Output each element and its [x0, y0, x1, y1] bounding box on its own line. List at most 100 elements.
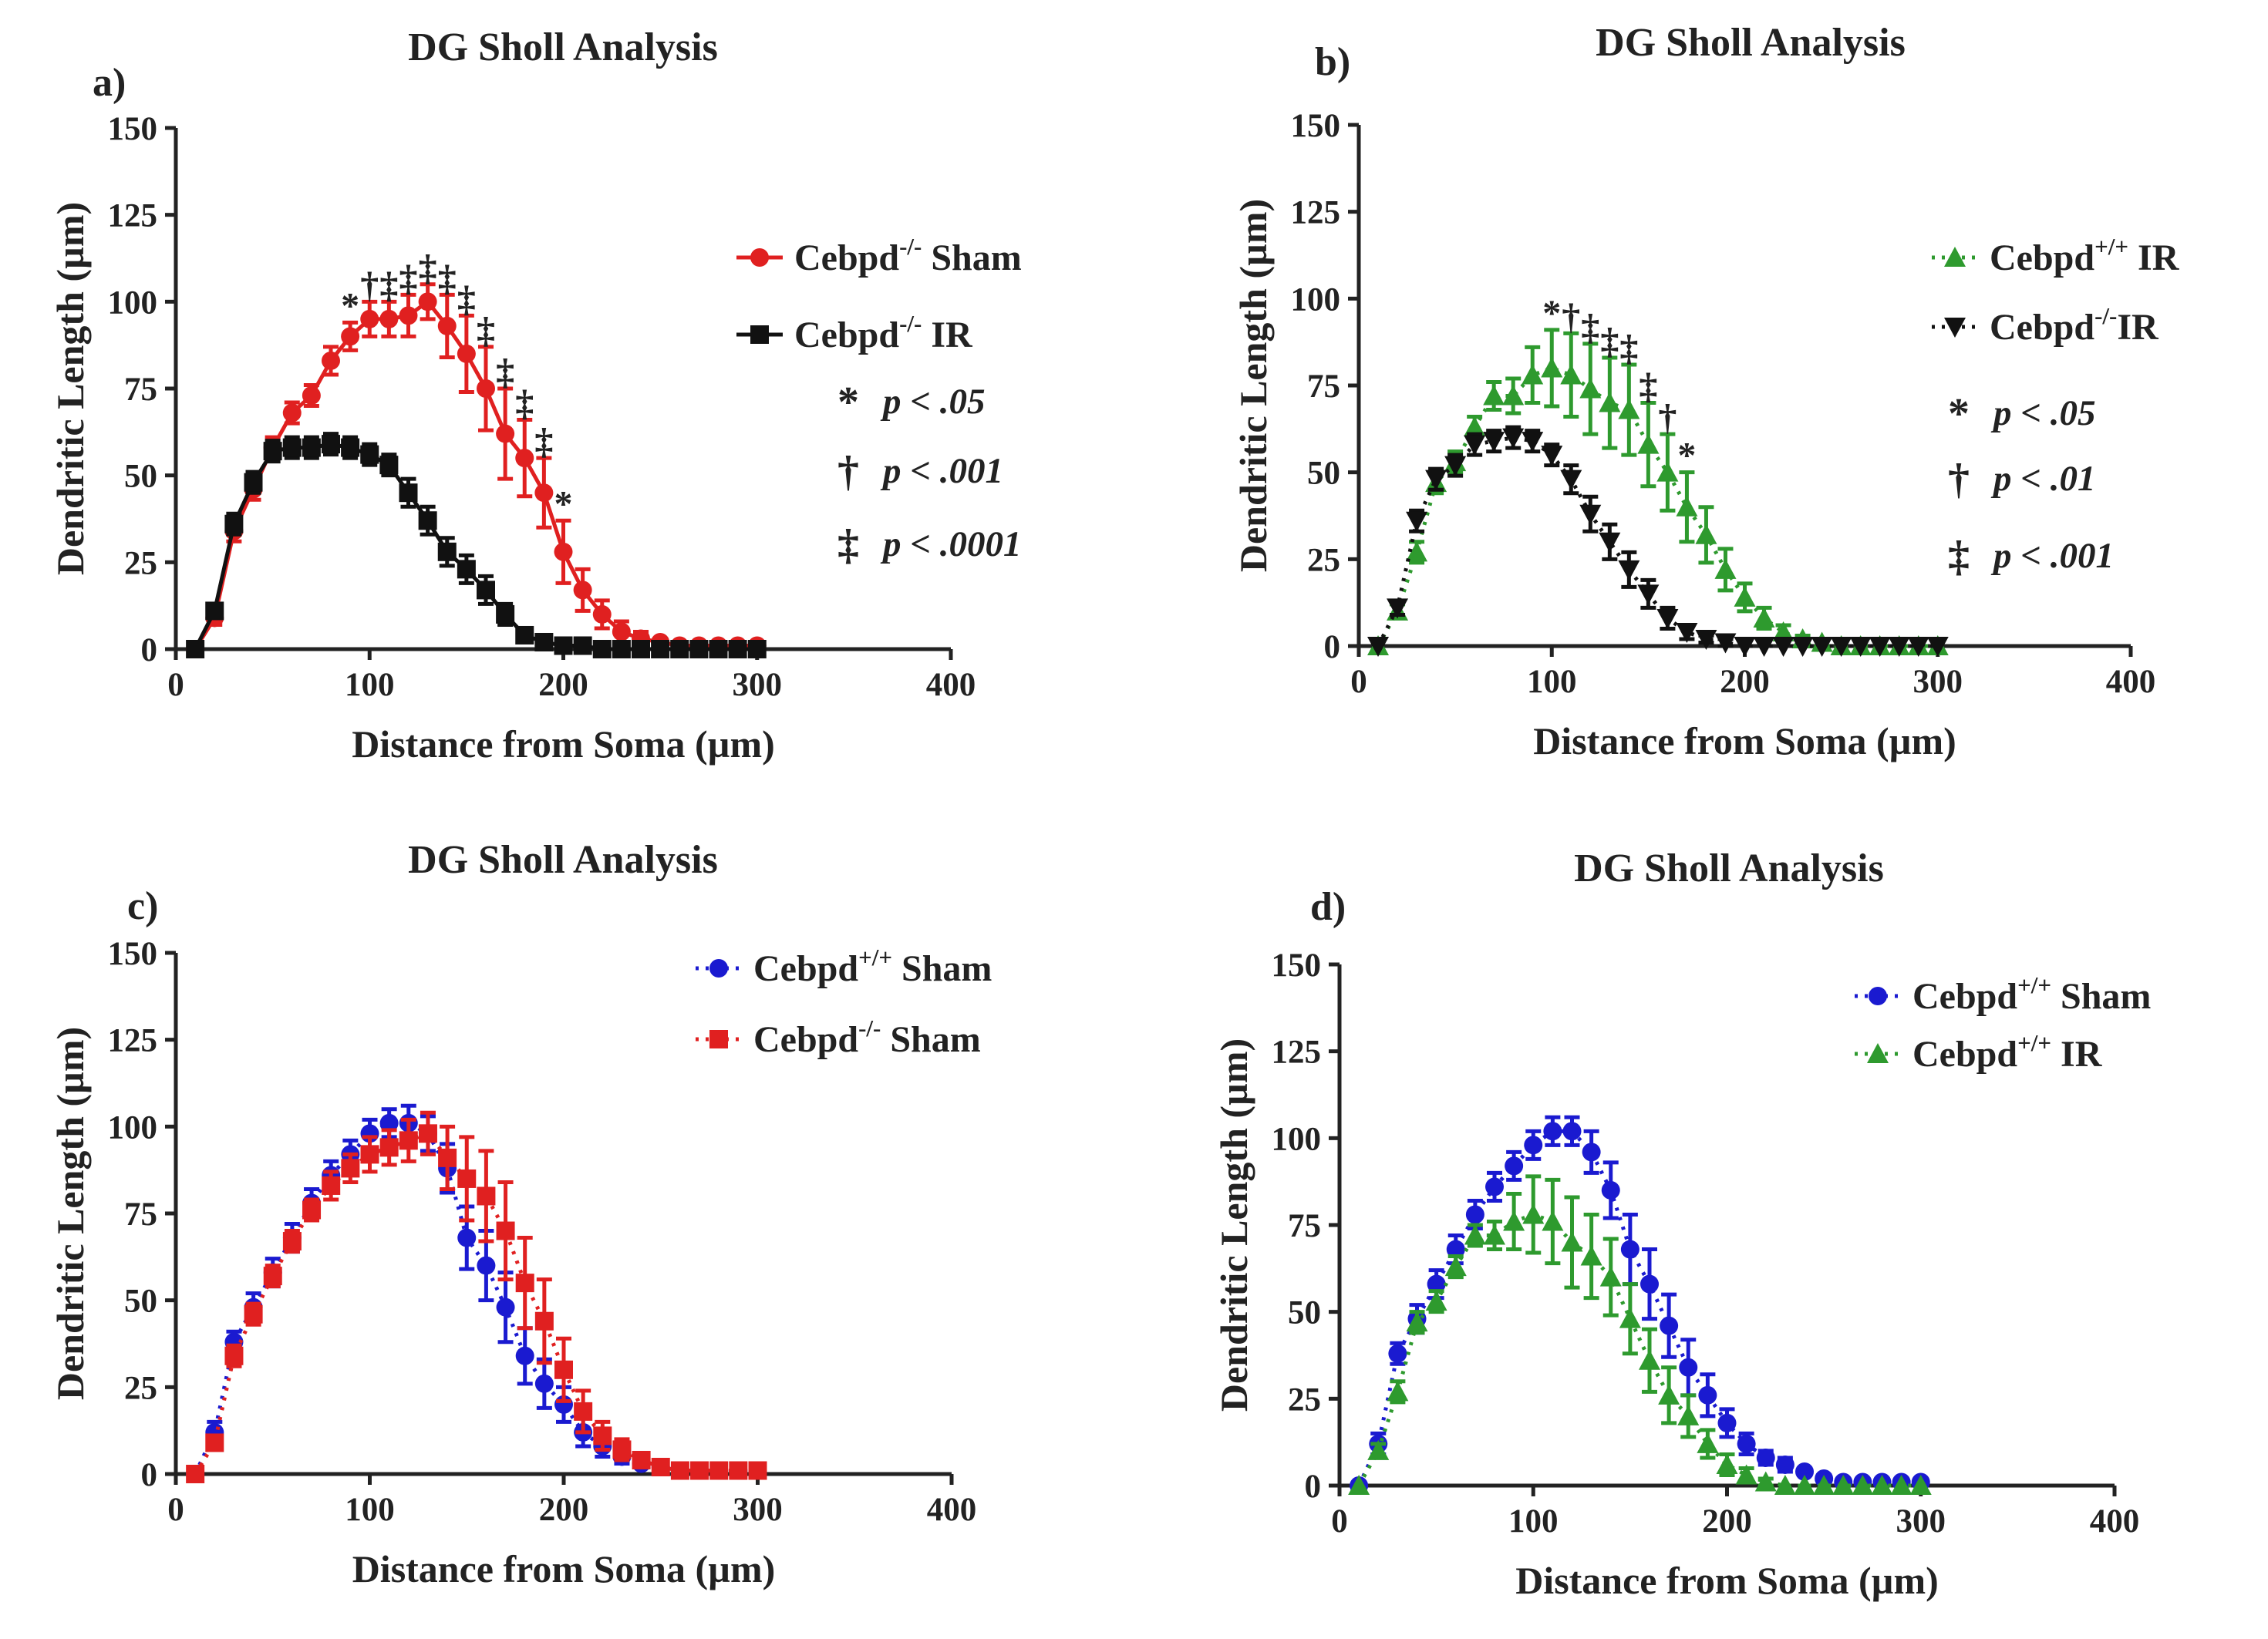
data-point — [322, 1176, 341, 1195]
data-point — [1542, 1210, 1564, 1231]
series-line — [1376, 365, 1938, 648]
legend-suffix: Sham — [2051, 976, 2151, 1017]
significance-mark: * — [341, 285, 359, 326]
y-tick-label: 0 — [1324, 629, 1341, 665]
y-tick-label: 150 — [108, 936, 158, 972]
series-1 — [1348, 1174, 1932, 1495]
significance-label: p < .05 — [880, 382, 986, 422]
data-point — [1599, 1266, 1622, 1287]
legend-sup: -/- — [899, 233, 922, 260]
legend-label: Cebpd-/- Sham — [794, 233, 1022, 278]
series-1 — [186, 432, 767, 658]
data-point — [379, 309, 399, 328]
data-point — [1753, 637, 1775, 657]
significance-mark: † — [1562, 296, 1580, 337]
data-point — [1869, 637, 1891, 657]
y-tick-label: 50 — [1288, 1295, 1321, 1331]
data-point — [1618, 560, 1640, 581]
data-point — [302, 438, 321, 457]
data-point — [341, 438, 360, 457]
significance-label: p < .0001 — [880, 524, 1022, 564]
data-point — [1660, 1316, 1679, 1335]
data-point — [1679, 1358, 1698, 1377]
data-point — [399, 483, 418, 503]
x-tick-label: 0 — [167, 1492, 184, 1528]
data-point — [1753, 607, 1775, 628]
data-point — [1387, 598, 1409, 619]
data-point — [1926, 637, 1949, 657]
data-point — [592, 604, 612, 624]
chart-title: DG Sholl Analysis — [408, 838, 718, 882]
data-point — [360, 1145, 379, 1164]
data-point — [1505, 1156, 1524, 1176]
data-point — [457, 560, 476, 579]
data-point — [282, 438, 302, 457]
data-point — [554, 1360, 573, 1379]
data-point — [1852, 1475, 1874, 1495]
data-point — [418, 292, 437, 311]
data-point — [1502, 385, 1525, 406]
data-point — [1888, 637, 1910, 657]
y-tick-label: 150 — [108, 111, 158, 147]
legend-name: Cebpd — [753, 1019, 858, 1060]
legend-name: Cebpd — [1990, 237, 2094, 278]
significance-symbol: † — [1948, 456, 1970, 503]
data-point — [1871, 1475, 1893, 1495]
series-1 — [186, 1110, 767, 1483]
data-point — [1717, 1413, 1737, 1432]
data-point — [1582, 1143, 1601, 1162]
data-point — [244, 473, 263, 492]
data-point — [729, 1461, 748, 1480]
data-point — [1640, 1274, 1659, 1294]
data-point — [1772, 637, 1795, 657]
panel-b: DG Sholl Analysis b) 0 25 50 75 100 125 150 0 100 2… — [1232, 21, 2180, 762]
data-point — [1735, 1464, 1757, 1485]
data-point — [1425, 469, 1447, 490]
data-point — [437, 542, 457, 561]
y-tick-label: 0 — [141, 632, 158, 668]
data-point — [515, 1346, 534, 1365]
data-point — [418, 511, 437, 530]
legend-suffix: IR — [2051, 1034, 2103, 1075]
data-point — [1830, 637, 1852, 657]
y-axis-label: Dendritic Length (µm) — [49, 1027, 92, 1400]
data-point — [1464, 1224, 1486, 1245]
data-point — [1774, 1475, 1796, 1495]
significance-mark: * — [554, 483, 573, 524]
data-point — [534, 1374, 554, 1393]
data-point — [1637, 584, 1660, 605]
y-tick-label: 25 — [1288, 1382, 1321, 1418]
significance-mark: ‡ — [1581, 307, 1599, 348]
y-tick-label: 0 — [1305, 1469, 1322, 1505]
legend-marker — [750, 325, 769, 344]
data-point — [1367, 1439, 1390, 1460]
data-point — [748, 1461, 767, 1480]
significance-mark: ‡ — [515, 383, 534, 424]
legend-suffix: Sham — [881, 1019, 980, 1060]
series-line — [1356, 1212, 1921, 1488]
data-point — [1890, 1475, 1912, 1495]
y-axis-label: Dendritic Length (µm) — [49, 202, 92, 575]
series-line — [193, 298, 757, 651]
y-tick-label: 50 — [124, 1284, 157, 1320]
data-point — [1658, 1384, 1680, 1405]
data-point — [670, 1461, 689, 1480]
legend-marker — [709, 959, 728, 978]
significance-label: p < .001 — [880, 451, 1003, 491]
data-point — [1695, 629, 1717, 650]
significance-mark: ‡ — [457, 278, 476, 319]
data-point — [593, 1426, 612, 1445]
data-point — [341, 1159, 360, 1178]
legend-name: Cebpd — [1990, 307, 2094, 348]
x-axis-label: Distance from Soma (µm) — [1515, 1559, 1939, 1602]
legend-sup: +/+ — [858, 944, 892, 971]
legend-label: Cebpd+/+ Sham — [1912, 971, 2151, 1017]
legend-sup: +/+ — [2094, 233, 2128, 260]
data-point — [1543, 1122, 1562, 1141]
x-tick-label: 200 — [538, 667, 588, 703]
data-point — [1677, 1405, 1700, 1425]
significance-mark: † — [1658, 397, 1677, 438]
data-point — [651, 1457, 670, 1476]
y-tick-label: 100 — [1272, 1121, 1322, 1157]
data-point — [1795, 1462, 1814, 1481]
